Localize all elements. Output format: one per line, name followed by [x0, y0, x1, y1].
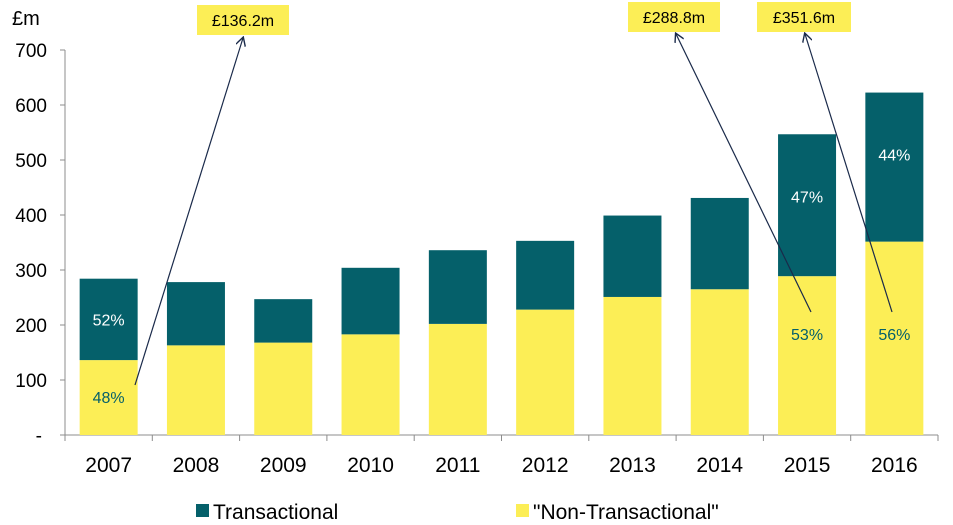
x-tick-label: 2014: [696, 454, 743, 477]
legend: Transactional "Non-Transactional": [196, 501, 719, 524]
legend-label-transactional: Transactional: [213, 501, 338, 524]
bar-transactional-2008: [166, 282, 225, 346]
bar-transactional-2016: [865, 92, 924, 242]
callout-arrow-2015: [676, 34, 812, 313]
bar-non-transactional-2009: [254, 342, 313, 435]
bar-non-transactional-2010: [341, 334, 400, 435]
y-tick-label: 700: [15, 41, 47, 62]
x-tick-label: 2011: [435, 454, 480, 477]
bar-transactional-2009: [254, 299, 313, 343]
bar-transactional-2007: [79, 278, 138, 361]
y-unit-label: £m: [12, 8, 40, 30]
callout-arrow-2007: [134, 38, 243, 386]
bar-non-transactional-2007: [79, 360, 138, 435]
x-tick-label: 2012: [522, 454, 569, 477]
y-tick-label: 400: [15, 206, 47, 227]
x-tick-label: 2009: [260, 454, 307, 477]
x-tick-label: 2016: [871, 454, 918, 477]
legend-swatch-non-transactional: [516, 504, 529, 517]
x-tick-label: 2008: [173, 454, 220, 477]
bar-non-transactional-2011: [428, 323, 487, 435]
legend-swatch-transactional: [196, 504, 209, 517]
callout-label-2016: £351.6m: [773, 10, 835, 27]
callout-box-2007: [197, 5, 289, 35]
x-tick-label: 2013: [609, 454, 656, 477]
bar-non-transactional-2008: [166, 345, 225, 435]
bar-transactional-2015: [778, 134, 837, 277]
data-labels: 52% 48% 47% 53% 44% 56%: [93, 148, 911, 408]
percent-label-transactional-2016: 44%: [878, 148, 910, 165]
bar-non-transactional-2015: [778, 276, 837, 435]
y-tick-label: 600: [15, 96, 47, 117]
bar-transactional-2013: [603, 215, 662, 297]
bar-transactional-2014: [690, 197, 749, 290]
bar-non-transactional-2013: [603, 296, 662, 435]
y-tick-label: 300: [15, 261, 47, 282]
percent-label-transactional-2007: 52%: [93, 312, 125, 329]
bars: [79, 92, 924, 435]
legend-label-non-transactional: "Non-Transactional": [533, 501, 719, 524]
percent-label-non-transactional-2016: 56%: [878, 327, 910, 344]
callouts: £136.2m £288.8m £351.6m: [134, 2, 893, 386]
callout-label-2015: £288.8m: [643, 10, 705, 27]
percent-label-non-transactional-2015: 53%: [791, 327, 823, 344]
callout-arrow-2016: [805, 34, 893, 313]
bar-non-transactional-2016: [865, 241, 924, 435]
y-tick-label: -: [36, 426, 42, 447]
bar-non-transactional-2014: [690, 289, 749, 435]
callout-box-2015: [628, 2, 720, 32]
callout-label-2007: £136.2m: [212, 13, 274, 30]
y-tick-label: 100: [15, 371, 47, 392]
bar-transactional-2011: [428, 250, 487, 324]
x-tick-label: 2010: [347, 454, 394, 477]
percent-label-non-transactional-2007: 48%: [93, 390, 125, 407]
percent-label-transactional-2015: 47%: [791, 189, 823, 206]
bar-non-transactional-2012: [516, 309, 575, 435]
x-tick-label: 2015: [784, 454, 831, 477]
x-tick-label: 2007: [85, 454, 132, 477]
bar-transactional-2010: [341, 267, 400, 335]
bar-transactional-2012: [516, 240, 575, 310]
callout-box-2016: [757, 2, 851, 32]
y-tick-label: 200: [15, 316, 47, 337]
y-tick-label: 500: [15, 151, 47, 172]
